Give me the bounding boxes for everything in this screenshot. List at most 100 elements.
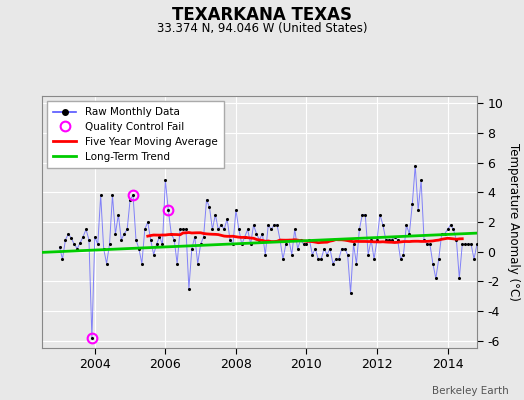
Point	[358, 211, 366, 218]
Point	[94, 241, 102, 248]
Point	[217, 222, 225, 228]
Point	[214, 226, 223, 233]
Point	[170, 236, 178, 243]
Point	[470, 256, 478, 262]
Point	[202, 196, 211, 203]
Point	[496, 241, 505, 248]
Point	[255, 236, 264, 243]
Point	[335, 256, 343, 262]
Point	[467, 241, 475, 248]
Point	[191, 234, 199, 240]
Point	[220, 226, 228, 233]
Point	[67, 235, 75, 242]
Point	[385, 236, 393, 243]
Point	[200, 234, 208, 240]
Point	[196, 241, 205, 248]
Point	[367, 236, 375, 243]
Point	[132, 236, 140, 243]
Point	[164, 207, 172, 213]
Point	[332, 256, 340, 262]
Point	[246, 241, 255, 248]
Point	[502, 256, 510, 262]
Point	[396, 256, 405, 262]
Point	[155, 234, 163, 240]
Point	[149, 252, 158, 258]
Point	[364, 252, 373, 258]
Point	[105, 241, 114, 248]
Point	[85, 236, 93, 243]
Point	[253, 231, 261, 237]
Point	[473, 241, 481, 248]
Point	[461, 241, 470, 248]
Point	[394, 236, 402, 243]
Point	[317, 256, 325, 262]
Point	[173, 260, 181, 267]
Point	[355, 226, 364, 233]
Point	[226, 236, 234, 243]
Point	[114, 211, 123, 218]
Point	[123, 226, 132, 233]
Point	[343, 252, 352, 258]
Point	[511, 246, 519, 252]
Point	[523, 241, 524, 248]
Point	[288, 252, 296, 258]
Point	[229, 241, 237, 248]
Point	[514, 231, 522, 237]
Point	[314, 256, 322, 262]
Point	[273, 222, 281, 228]
Point	[279, 256, 287, 262]
Point	[111, 231, 119, 237]
Point	[267, 226, 276, 233]
Point	[58, 256, 67, 262]
Point	[249, 222, 258, 228]
Point	[361, 211, 369, 218]
Point	[232, 207, 240, 213]
Point	[493, 241, 501, 248]
Point	[100, 246, 108, 252]
Point	[405, 231, 413, 237]
Point	[399, 252, 408, 258]
Point	[64, 231, 72, 237]
Point	[420, 236, 428, 243]
Point	[235, 226, 243, 233]
Point	[390, 234, 399, 240]
Point	[211, 211, 220, 218]
Point	[434, 256, 443, 262]
Point	[487, 241, 496, 248]
Text: Berkeley Earth: Berkeley Earth	[432, 386, 508, 396]
Point	[490, 260, 499, 267]
Point	[350, 241, 358, 248]
Point	[158, 241, 167, 248]
Point	[478, 226, 487, 233]
Point	[429, 260, 437, 267]
Point	[179, 226, 187, 233]
Text: TEXARKANA TEXAS: TEXARKANA TEXAS	[172, 6, 352, 24]
Point	[208, 226, 216, 233]
Point	[108, 192, 117, 198]
Point	[188, 246, 196, 252]
Point	[96, 192, 105, 198]
Point	[290, 226, 299, 233]
Point	[517, 216, 524, 222]
Point	[381, 236, 390, 243]
Point	[379, 222, 387, 228]
Point	[370, 256, 378, 262]
Point	[402, 222, 411, 228]
Point	[388, 236, 396, 243]
Point	[425, 241, 434, 248]
Point	[61, 236, 70, 243]
Point	[305, 236, 313, 243]
Point	[276, 236, 284, 243]
Point	[329, 260, 337, 267]
Point	[70, 241, 79, 248]
Point	[302, 241, 311, 248]
Point	[184, 286, 193, 292]
Point	[120, 231, 128, 237]
Point	[443, 226, 452, 233]
Point	[446, 222, 455, 228]
Point	[408, 201, 417, 208]
Point	[337, 246, 346, 252]
Point	[297, 236, 305, 243]
Point	[299, 241, 308, 248]
Point	[88, 334, 96, 341]
